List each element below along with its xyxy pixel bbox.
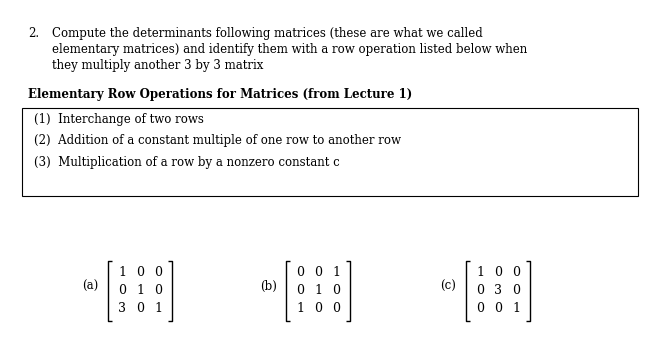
Text: 0: 0 — [136, 267, 144, 279]
Text: 0: 0 — [512, 267, 520, 279]
Text: 1: 1 — [136, 284, 144, 298]
Text: 1: 1 — [296, 303, 304, 315]
Text: (1)  Interchange of two rows: (1) Interchange of two rows — [34, 113, 204, 126]
Text: Elementary Row Operations for Matrices (from Lecture 1): Elementary Row Operations for Matrices (… — [28, 88, 412, 101]
Text: 1: 1 — [314, 284, 322, 298]
Text: 0: 0 — [512, 284, 520, 298]
Text: 1: 1 — [476, 267, 484, 279]
Text: 0: 0 — [314, 267, 322, 279]
Text: 0: 0 — [332, 303, 340, 315]
Text: 3: 3 — [118, 303, 126, 315]
Text: 0: 0 — [476, 303, 484, 315]
Text: elementary matrices) and identify them with a row operation listed below when: elementary matrices) and identify them w… — [52, 43, 527, 56]
Text: 0: 0 — [494, 267, 502, 279]
Text: 3: 3 — [494, 284, 502, 298]
Text: (2)  Addition of a constant multiple of one row to another row: (2) Addition of a constant multiple of o… — [34, 134, 401, 147]
Text: 1: 1 — [512, 303, 520, 315]
Text: (c): (c) — [440, 279, 456, 293]
Bar — [22, 108, 638, 196]
Text: 0: 0 — [314, 303, 322, 315]
Text: 0: 0 — [332, 284, 340, 298]
Text: 1: 1 — [332, 267, 340, 279]
Text: 0: 0 — [118, 284, 126, 298]
Text: 0: 0 — [296, 267, 304, 279]
Text: 2.: 2. — [28, 27, 39, 40]
Text: they multiply another 3 by 3 matrix: they multiply another 3 by 3 matrix — [52, 59, 264, 72]
Text: 0: 0 — [154, 284, 162, 298]
Text: 0: 0 — [296, 284, 304, 298]
Text: 0: 0 — [154, 267, 162, 279]
Text: (a): (a) — [82, 279, 98, 293]
Text: 0: 0 — [136, 303, 144, 315]
Text: (b): (b) — [260, 279, 277, 293]
Text: (3)  Multiplication of a row by a nonzero constant c: (3) Multiplication of a row by a nonzero… — [34, 156, 340, 169]
Text: 1: 1 — [154, 303, 162, 315]
Text: Compute the determinants following matrices (these are what we called: Compute the determinants following matri… — [52, 27, 483, 40]
Text: 0: 0 — [494, 303, 502, 315]
Text: 0: 0 — [476, 284, 484, 298]
Text: 1: 1 — [118, 267, 126, 279]
